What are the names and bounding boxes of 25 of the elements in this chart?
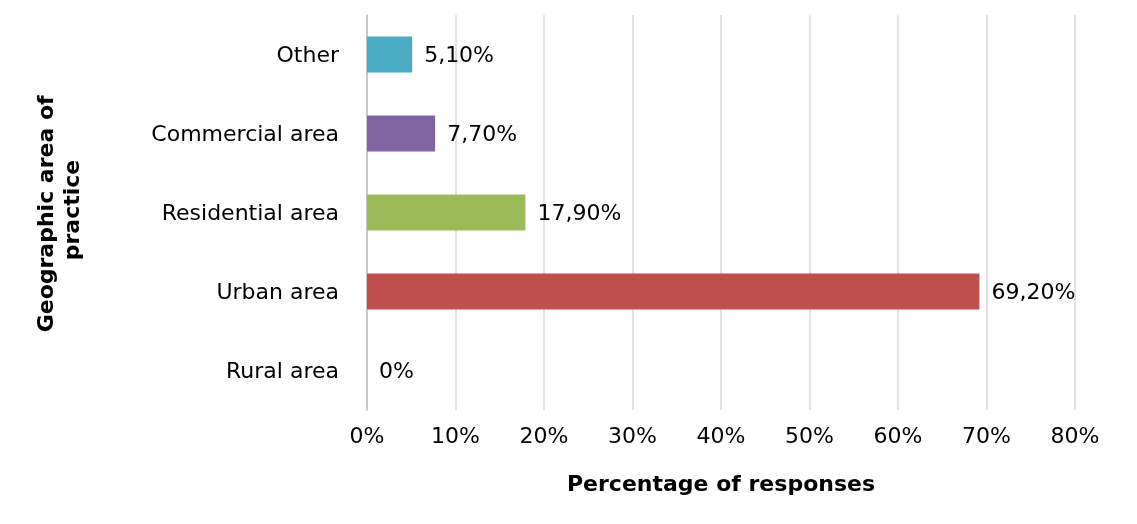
x-tick-label: 70% (962, 422, 1011, 448)
bar (367, 273, 980, 310)
x-tick-label: 20% (519, 422, 569, 448)
x-tick-label: 10% (431, 422, 480, 448)
y-tick-label: Rural area (226, 358, 339, 383)
y-tick-label: Urban area (216, 279, 339, 304)
data-label: 17,90% (537, 200, 622, 225)
x-tick-label: 60% (873, 422, 923, 448)
x-tick-label: 0% (349, 422, 385, 448)
y-tick-label: Commercial area (151, 121, 339, 146)
y-tick-label: Residential area (161, 200, 339, 225)
bar (367, 115, 436, 152)
data-label: 5,10% (424, 42, 495, 67)
data-label: 69,20% (991, 279, 1076, 304)
y-axis-title: Geographic area of practice (32, 87, 84, 333)
x-tick-label: 80% (1050, 422, 1100, 448)
x-axis-title: Percentage of responses (566, 470, 876, 496)
data-label: 0% (379, 358, 414, 383)
y-tick-label: Other (276, 42, 340, 67)
x-tick-label: 50% (785, 422, 834, 448)
bar (367, 36, 413, 73)
x-tick-label: 30% (608, 422, 657, 448)
x-tick-label: 40% (696, 422, 746, 448)
data-label: 7,70% (447, 121, 518, 146)
bar (367, 194, 526, 231)
